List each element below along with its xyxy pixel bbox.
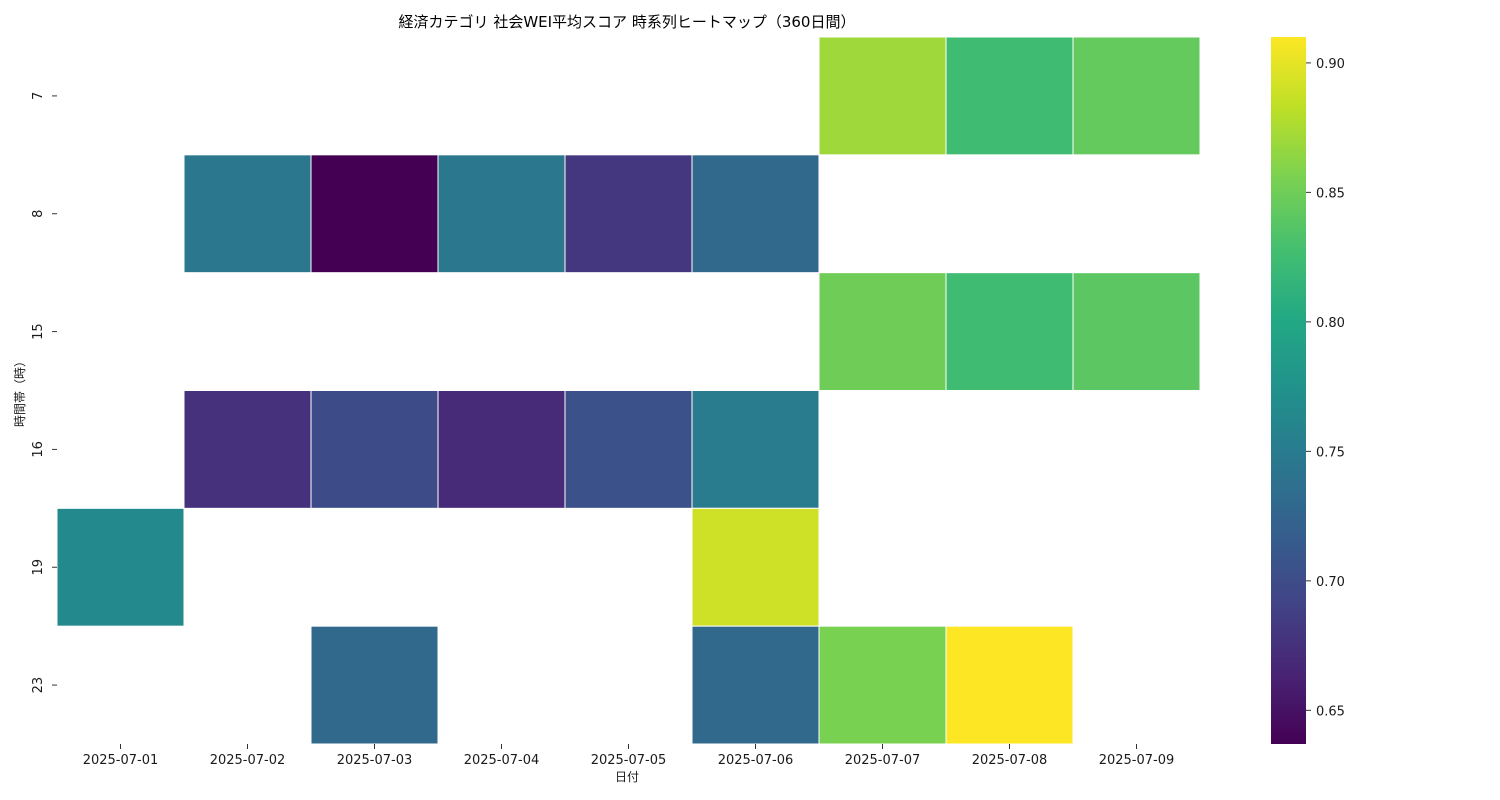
chart-title: 経済カテゴリ 社会WEI平均スコア 時系列ヒートマップ（360日間）	[399, 13, 856, 31]
y-axis-label: 時間帯（時）	[13, 355, 27, 427]
colorbar-tick-label: 0.85	[1316, 186, 1345, 201]
x-tick-label: 2025-07-03	[337, 753, 413, 768]
heatmap-cell	[818, 36, 947, 156]
x-tick-label: 2025-07-01	[83, 753, 159, 768]
heatmap-cell	[1072, 36, 1201, 156]
heatmap-cell	[691, 507, 820, 627]
x-tick-label: 2025-07-02	[210, 753, 286, 768]
heatmap-cell	[945, 36, 1074, 156]
heatmap-cell	[564, 154, 693, 274]
colorbar-tick-label: 0.70	[1316, 575, 1345, 590]
heatmap-cell	[945, 272, 1074, 391]
heatmap-cell	[310, 625, 439, 745]
heatmap-cell	[818, 625, 947, 745]
heatmap-cell	[183, 154, 312, 274]
colorbar-tick-label: 0.90	[1316, 57, 1345, 72]
colorbar-ticks: 0.65 0.70 0.75 0.80 0.85 0.90	[1306, 57, 1345, 719]
colorbar-tick-label: 0.80	[1316, 316, 1345, 331]
heatmap-cell	[183, 390, 312, 509]
heatmap-cell	[945, 625, 1074, 745]
heatmap-cell	[437, 390, 566, 509]
x-tick-label: 2025-07-05	[591, 753, 667, 768]
y-axis-ticks: 7 8 15 16 19 23	[31, 92, 57, 694]
colorbar	[1271, 37, 1306, 744]
colorbar-tick-label: 0.75	[1316, 445, 1345, 460]
heatmap-cells	[56, 36, 1201, 745]
y-tick-label: 15	[31, 323, 46, 340]
heatmap-cell	[691, 154, 820, 274]
heatmap-cell	[691, 390, 820, 509]
x-tick-label: 2025-07-09	[1099, 753, 1175, 768]
x-axis-label: 日付	[615, 770, 639, 784]
heatmap-cell	[310, 154, 439, 274]
x-tick-label: 2025-07-07	[845, 753, 921, 768]
colorbar-tick-label: 0.65	[1316, 704, 1345, 719]
y-tick-label: 7	[31, 92, 46, 100]
x-tick-label: 2025-07-08	[972, 753, 1048, 768]
heatmap-cell	[1072, 272, 1201, 391]
heatmap-cell	[310, 390, 439, 509]
y-tick-label: 8	[31, 210, 46, 218]
x-tick-label: 2025-07-04	[464, 753, 540, 768]
heatmap-cell	[437, 154, 566, 274]
heatmap-cell	[691, 625, 820, 745]
x-axis-ticks: 2025-07-01 2025-07-02 2025-07-03 2025-07-04…	[83, 744, 1175, 768]
y-tick-label: 19	[31, 559, 46, 576]
y-tick-label: 16	[31, 441, 46, 458]
heatmap-cell	[56, 507, 185, 627]
y-tick-label: 23	[31, 677, 46, 694]
heatmap-cell	[818, 272, 947, 391]
heatmap-cell	[564, 390, 693, 509]
x-tick-label: 2025-07-06	[718, 753, 794, 768]
